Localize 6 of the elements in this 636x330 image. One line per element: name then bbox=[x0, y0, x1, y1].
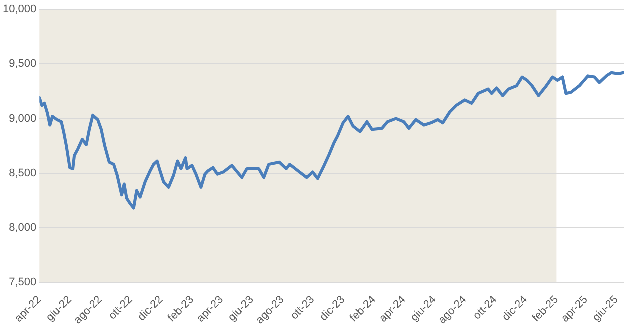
y-tick-label: 9,500 bbox=[9, 58, 37, 70]
y-tick-label: 8,500 bbox=[9, 167, 37, 180]
y-tick-label: 7,500 bbox=[9, 276, 37, 288]
y-tick-label: 9,000 bbox=[9, 112, 37, 125]
y-tick-label: 8,000 bbox=[9, 222, 37, 234]
y-tick-label: 10,000 bbox=[2, 4, 37, 16]
